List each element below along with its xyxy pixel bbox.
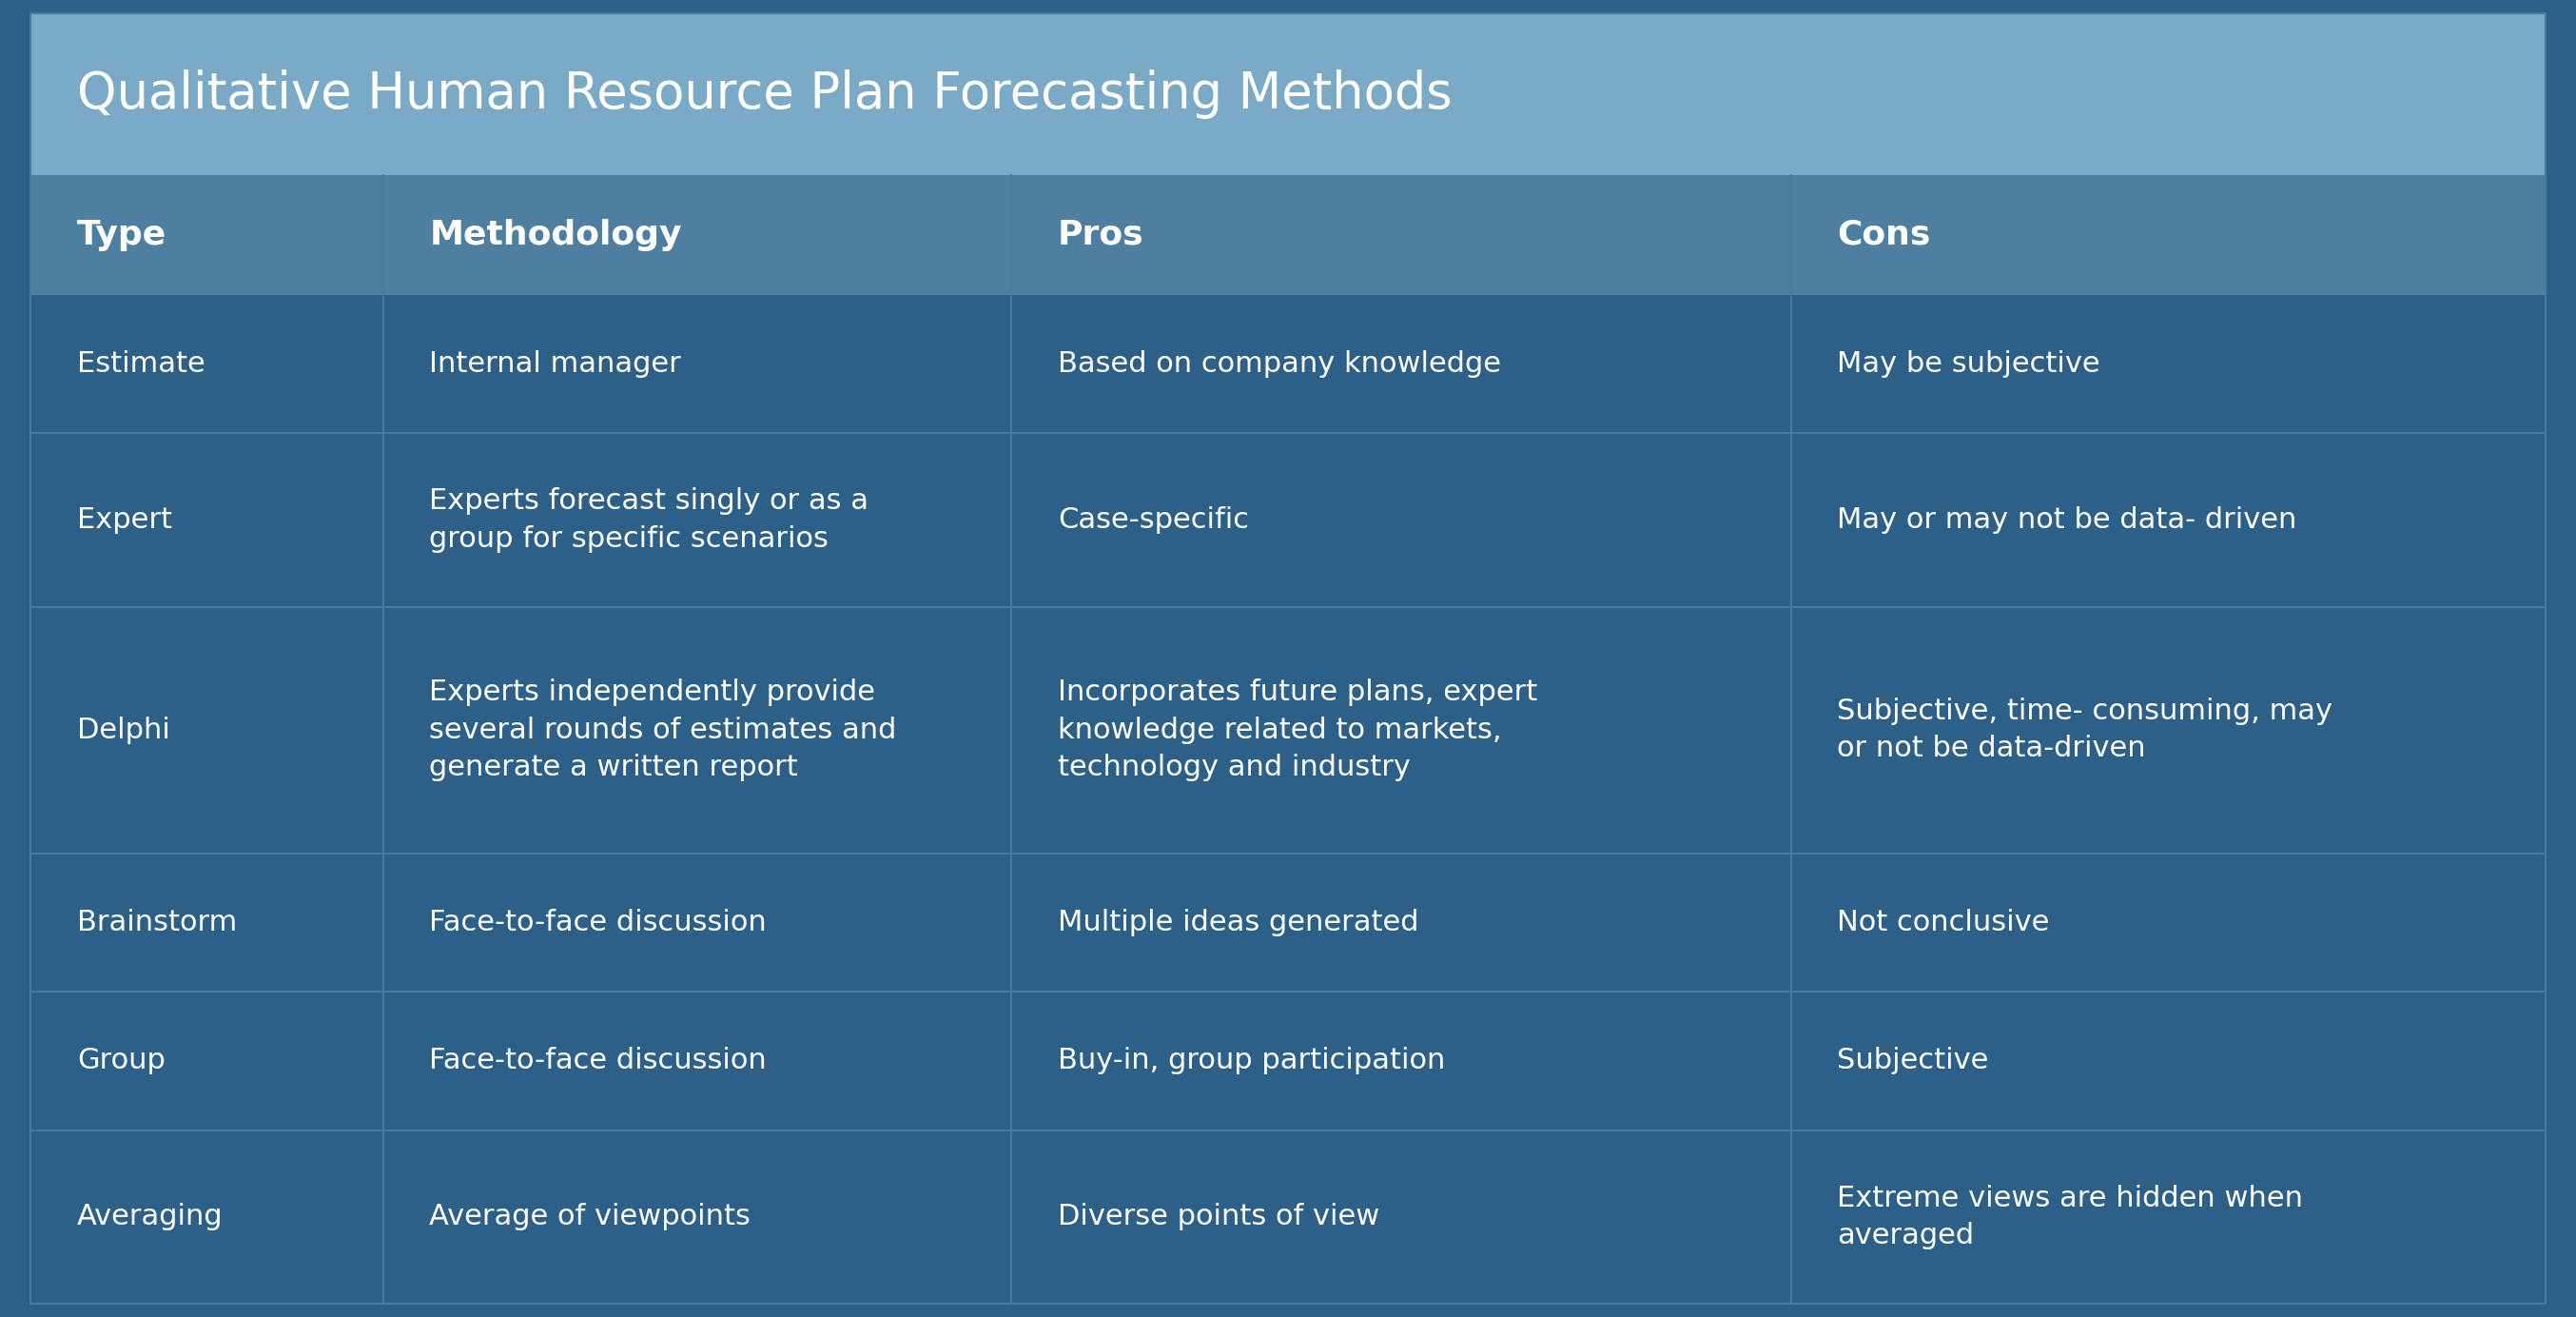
Text: Multiple ideas generated: Multiple ideas generated [1059,909,1419,936]
Bar [31,175,2545,295]
Text: Buy-in, group participation: Buy-in, group participation [1059,1047,1445,1075]
Bar [31,607,2545,853]
Text: Diverse points of view: Diverse points of view [1059,1204,1381,1231]
Bar [31,13,2545,175]
Text: Pros: Pros [1059,219,1144,252]
Text: Extreme views are hidden when
averaged: Extreme views are hidden when averaged [1837,1184,2303,1250]
Text: Type: Type [77,219,167,252]
Text: Qualitative Human Resource Plan Forecasting Methods: Qualitative Human Resource Plan Forecast… [77,70,1453,119]
Text: Expert: Expert [77,506,173,533]
Text: Delphi: Delphi [77,716,170,744]
Text: Not conclusive: Not conclusive [1837,909,2050,936]
Text: Case-specific: Case-specific [1059,506,1249,533]
Text: May be subjective: May be subjective [1837,350,2099,378]
Text: Subjective: Subjective [1837,1047,1989,1075]
Text: Incorporates future plans, expert
knowledge related to markets,
technology and i: Incorporates future plans, expert knowle… [1059,678,1538,781]
Text: Average of viewpoints: Average of viewpoints [430,1204,750,1231]
Text: Estimate: Estimate [77,350,206,378]
Text: Face-to-face discussion: Face-to-face discussion [430,909,768,936]
Text: Methodology: Methodology [430,219,683,252]
Text: May or may not be data- driven: May or may not be data- driven [1837,506,2298,533]
Text: Experts forecast singly or as a
group for specific scenarios: Experts forecast singly or as a group fo… [430,487,868,553]
Bar [31,433,2545,607]
Bar [31,1130,2545,1304]
Text: Group: Group [77,1047,165,1075]
Bar [31,295,2545,433]
Text: Internal manager: Internal manager [430,350,680,378]
Bar [31,853,2545,992]
Text: Cons: Cons [1837,219,1932,252]
Text: Subjective, time- consuming, may
or not be data-driven: Subjective, time- consuming, may or not … [1837,698,2334,763]
Text: Based on company knowledge: Based on company knowledge [1059,350,1502,378]
Text: Averaging: Averaging [77,1204,224,1231]
Text: Face-to-face discussion: Face-to-face discussion [430,1047,768,1075]
Bar [31,992,2545,1130]
Text: Brainstorm: Brainstorm [77,909,237,936]
Text: Experts independently provide
several rounds of estimates and
generate a written: Experts independently provide several ro… [430,678,896,781]
